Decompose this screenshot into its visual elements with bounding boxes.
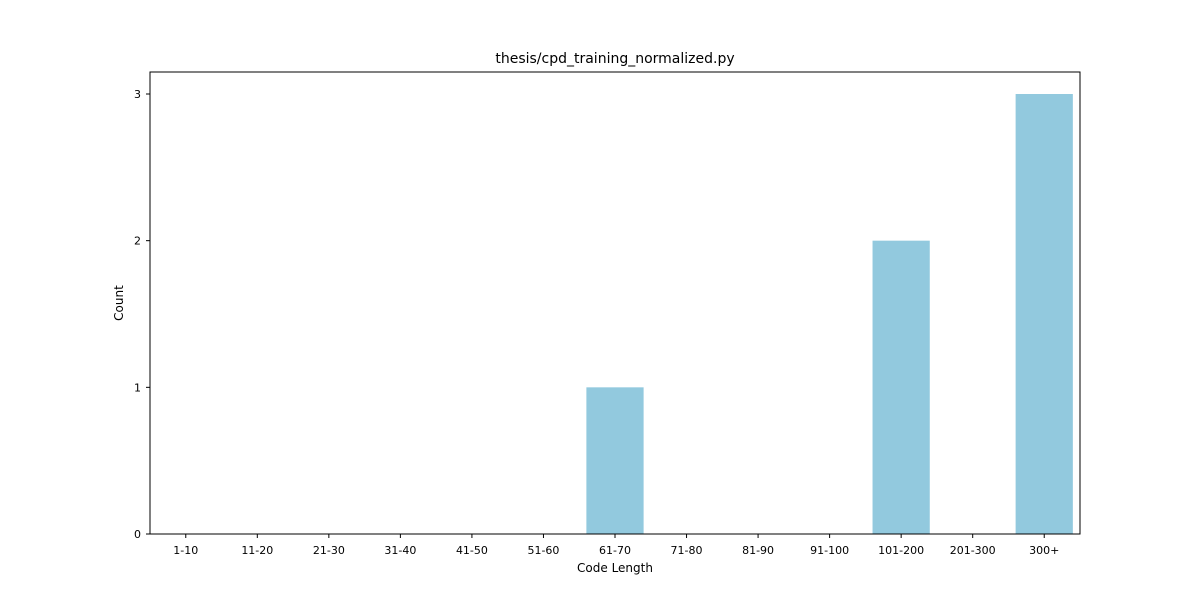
bars-group bbox=[586, 94, 1073, 535]
y-tick-label: 0 bbox=[134, 528, 141, 541]
y-tick-label: 2 bbox=[134, 235, 141, 248]
x-tick-label: 101-200 bbox=[878, 544, 924, 557]
y-tick-label: 1 bbox=[134, 381, 141, 394]
x-tick-label: 300+ bbox=[1029, 544, 1059, 557]
x-tick-label: 71-80 bbox=[671, 544, 703, 557]
x-tick-label: 91-100 bbox=[810, 544, 849, 557]
x-tick-label: 81-90 bbox=[742, 544, 774, 557]
x-tick-label: 31-40 bbox=[384, 544, 416, 557]
x-tick-label: 201-300 bbox=[950, 544, 996, 557]
x-axis-ticks: 1-10 11-20 21-30 31-40 41-50 51-60 61-70 71-80 8… bbox=[173, 534, 1059, 557]
chart-title: thesis/cpd_training_normalized.py bbox=[495, 51, 734, 67]
plot-frame bbox=[149, 71, 1081, 535]
x-axis-label: Code Length bbox=[577, 561, 653, 575]
x-tick-label: 41-50 bbox=[456, 544, 488, 557]
x-tick-label: 21-30 bbox=[313, 544, 345, 557]
x-tick-label: 51-60 bbox=[527, 544, 559, 557]
x-tick-label: 1-10 bbox=[173, 544, 198, 557]
y-tick-label: 3 bbox=[134, 88, 141, 101]
y-axis-ticks: 0 1 2 3 bbox=[134, 88, 150, 541]
x-tick-label: 11-20 bbox=[241, 544, 273, 557]
bar-61-70 bbox=[586, 387, 644, 534]
y-axis-label: Count bbox=[112, 285, 126, 321]
x-tick-label: 61-70 bbox=[599, 544, 631, 557]
bar-101-200 bbox=[872, 240, 930, 535]
bar-300+ bbox=[1015, 94, 1073, 534]
